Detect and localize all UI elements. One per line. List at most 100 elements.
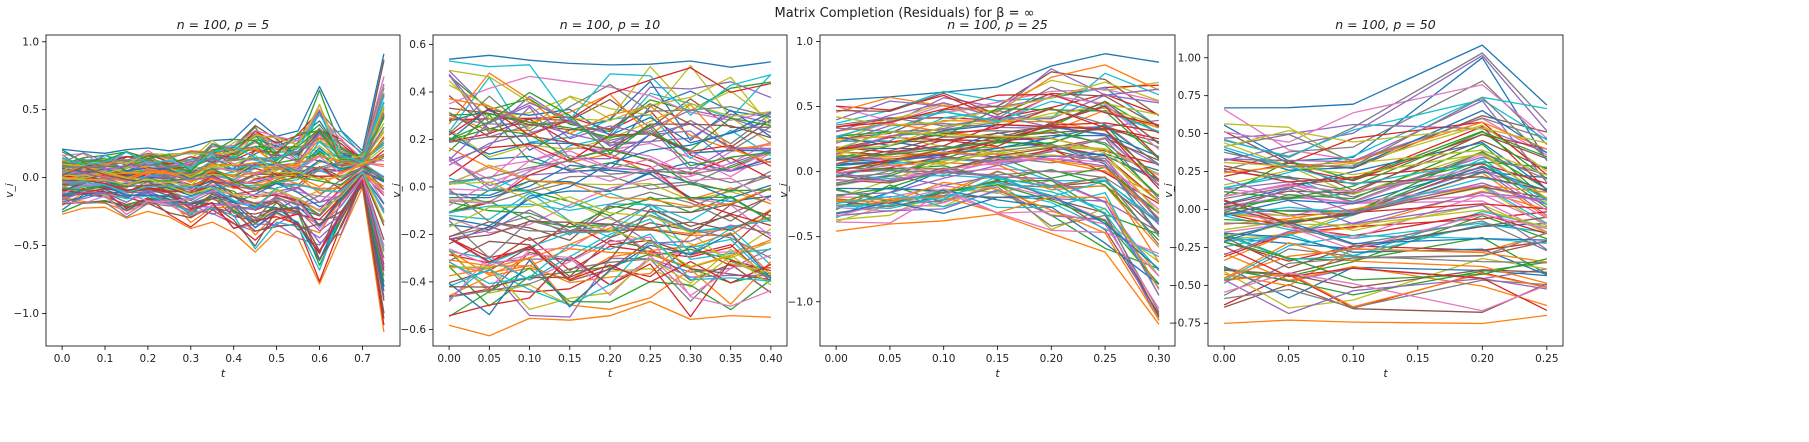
y-tick-label: −0.50 (1169, 280, 1201, 292)
series-line (1224, 269, 1547, 289)
x-tick-label: 0.10 (932, 353, 955, 365)
series-line (1224, 204, 1548, 234)
series-line (835, 100, 1160, 138)
series-line (448, 222, 772, 282)
x-tick-label: 0.10 (1342, 353, 1365, 365)
series-line (448, 239, 771, 284)
series-line (835, 64, 1160, 113)
series-line (62, 171, 385, 222)
series-line (62, 93, 385, 169)
y-tick-label: 0.4 (409, 86, 426, 98)
series-line (836, 187, 1160, 285)
series-line (1223, 57, 1548, 162)
series-line (1223, 96, 1548, 168)
series-line (62, 154, 385, 187)
series-line (448, 150, 772, 191)
series-line (448, 144, 772, 182)
x-tick-label: 0.05 (478, 353, 501, 365)
series-line (448, 196, 772, 229)
series-line (62, 167, 385, 199)
x-tick-label: 0.00 (437, 353, 460, 365)
series-line (1223, 96, 1548, 190)
series-line (835, 104, 1160, 155)
series-line (1224, 44, 1548, 109)
series-line (1224, 232, 1548, 276)
series-line (62, 169, 385, 203)
y-tick-label: 0.75 (1178, 90, 1201, 102)
series-line (448, 196, 772, 274)
x-tick-label: 0.00 (824, 353, 847, 365)
series-line (1223, 114, 1548, 169)
series-line (448, 130, 771, 203)
series-line (836, 92, 1160, 128)
series-line (1224, 279, 1547, 309)
series-lines (835, 53, 1160, 325)
series-line (449, 160, 772, 184)
x-tick-label: 0.3 (182, 353, 199, 365)
subplot-title: n = 100, p = 25 (947, 17, 1047, 32)
series-line (61, 154, 385, 188)
x-tick-label: 0.35 (719, 353, 742, 365)
series-line (61, 96, 385, 169)
series-line (448, 90, 771, 156)
subplot-3: 0.00 0.05 0.10 0.15 0.20 0.25 0.30 1.0 0.5 0.0 −0.… (778, 17, 1176, 380)
y-axis-label: v_i (391, 183, 403, 197)
x-tick-label: 0.25 (639, 353, 662, 365)
series-line (836, 125, 1160, 165)
x-axis-label: t (995, 367, 1000, 380)
series-line (449, 239, 772, 269)
series-line (835, 88, 1159, 133)
x-axis-label: t (221, 367, 226, 380)
series-line (449, 60, 772, 121)
series-line (62, 170, 385, 213)
series-line (1223, 109, 1548, 171)
y-tick-label: 0.25 (1178, 166, 1201, 178)
series-line (1223, 221, 1547, 245)
series-line (1223, 130, 1548, 197)
series-line (1224, 121, 1548, 174)
y-tick-label: 0.0 (22, 172, 39, 184)
series-line (1223, 177, 1548, 251)
series-line (61, 166, 385, 314)
series-line (836, 107, 1160, 151)
x-tick-label: 0.25 (1093, 353, 1116, 365)
series-line (62, 181, 385, 301)
series-line (1223, 277, 1548, 315)
series-line (448, 111, 772, 227)
series-line (448, 239, 772, 294)
x-tick-label: 0.0 (54, 353, 71, 365)
series-line (1223, 146, 1548, 201)
x-tick-label: 0.00 (1212, 353, 1235, 365)
y-tick-label: 0.50 (1178, 128, 1201, 140)
series-line (1223, 149, 1548, 186)
series-line (1223, 191, 1547, 256)
series-line (1223, 152, 1548, 203)
series-line (61, 178, 385, 268)
series-line (448, 250, 772, 310)
x-tick-label: 0.30 (679, 353, 702, 365)
x-tick-label: 0.15 (986, 353, 1009, 365)
x-tick-label: 0.15 (558, 353, 581, 365)
series-line (836, 213, 1160, 325)
series-line (836, 176, 1160, 222)
series-line (448, 236, 772, 307)
subplot-title: n = 100, p = 10 (560, 17, 660, 32)
series-line (835, 131, 1160, 215)
x-tick-label: 0.5 (268, 353, 285, 365)
y-axis-label: v_i (778, 183, 790, 197)
y-tick-label: 0.6 (409, 39, 426, 51)
y-tick-label: 0.5 (22, 104, 39, 116)
series-line (1224, 314, 1547, 325)
series-line (1223, 183, 1548, 219)
series-line (448, 237, 772, 284)
series-line (448, 64, 772, 144)
series-line (62, 166, 385, 192)
series-line (62, 53, 385, 154)
y-tick-label: −0.4 (401, 276, 427, 288)
series-line (449, 192, 772, 266)
series-line (448, 106, 772, 164)
y-tick-label: 0.0 (796, 166, 813, 178)
series-line (1224, 272, 1548, 308)
series-line (836, 157, 1160, 210)
y-tick-label: −0.2 (401, 229, 427, 241)
